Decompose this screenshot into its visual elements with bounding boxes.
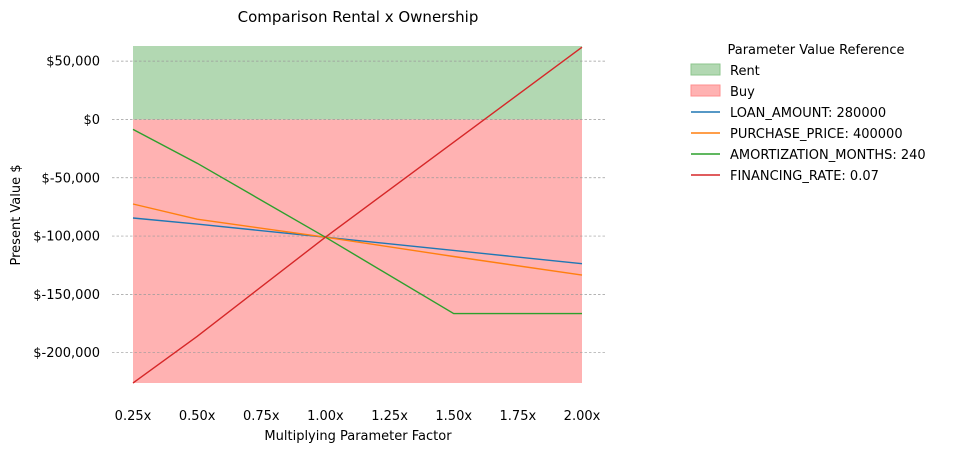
y-tick-label: $-100,000 <box>33 230 100 245</box>
region-buy <box>133 119 582 383</box>
legend-label-financing-rate: FINANCING_RATE: 0.07 <box>730 169 879 184</box>
x-tick-label: 2.00x <box>564 409 601 424</box>
region-rent <box>133 46 582 120</box>
legend-swatch-buy <box>690 84 721 97</box>
y-tick-label: $-150,000 <box>33 288 100 303</box>
y-axis-label: Present Value $ <box>9 164 24 265</box>
y-tick-label: $-50,000 <box>42 171 100 186</box>
legend-swatch-rent <box>690 63 721 76</box>
plot-area: $50,000 $0 $-50,000 $-100,000 $-150,000 $-200… <box>33 46 606 424</box>
legend-label-amortization-months: AMORTIZATION_MONTHS: 240 <box>730 148 926 163</box>
legend-label-buy: Buy <box>730 85 755 100</box>
legend-title: Parameter Value Reference <box>727 43 904 58</box>
x-tick-label: 1.25x <box>371 409 408 424</box>
x-tick-label: 1.75x <box>500 409 537 424</box>
chart-title: Comparison Rental x Ownership <box>238 8 479 26</box>
legend-label-rent: Rent <box>730 64 760 79</box>
x-axis-label: Multiplying Parameter Factor <box>264 429 452 444</box>
legend: Parameter Value Reference Rent Buy LOAN_AM… <box>690 43 926 184</box>
x-tick-label: 0.25x <box>115 409 152 424</box>
x-tick-label: 1.50x <box>435 409 472 424</box>
x-tick-label: 0.50x <box>179 409 216 424</box>
x-tick-label: 1.00x <box>307 409 344 424</box>
series-line-financing-rate <box>132 46 583 384</box>
x-tick-label: 0.75x <box>243 409 280 424</box>
y-tick-label: $50,000 <box>46 55 100 70</box>
legend-label-purchase-price: PURCHASE_PRICE: 400000 <box>730 127 903 142</box>
y-tick-label: $-200,000 <box>33 346 100 361</box>
y-tick-label: $0 <box>83 113 100 128</box>
legend-label-loan-amount: LOAN_AMOUNT: 280000 <box>730 106 886 121</box>
